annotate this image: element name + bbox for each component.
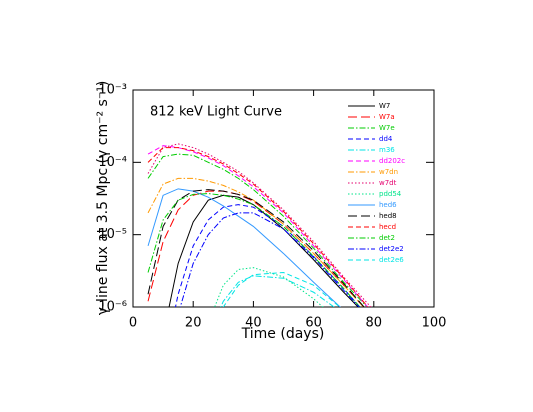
legend-label: dd4 bbox=[379, 135, 393, 143]
legend-label: dd202c bbox=[379, 157, 405, 165]
lines bbox=[147, 143, 372, 307]
series-line bbox=[147, 188, 341, 307]
legend-label: det2e6 bbox=[379, 256, 404, 264]
legend-label: w7dn bbox=[379, 168, 398, 176]
y-axis-label: γ-line flux at 3.5 Mpc (γ cm⁻² s⁻¹) bbox=[95, 81, 111, 316]
plot-frame bbox=[132, 89, 435, 308]
y-tick-label: 10⁻³ bbox=[98, 83, 127, 98]
series-line bbox=[147, 189, 365, 307]
x-tick-label: 20 bbox=[185, 316, 202, 331]
series-line bbox=[168, 194, 359, 307]
series-line bbox=[214, 267, 324, 307]
x-tick-label: 0 bbox=[129, 316, 137, 331]
series-line bbox=[147, 193, 361, 307]
x-tick-label: 100 bbox=[422, 316, 447, 331]
y-tick-label: 10⁻⁵ bbox=[98, 227, 127, 242]
x-axis-label: Time (days) bbox=[241, 326, 325, 342]
x-tick-label: 60 bbox=[305, 316, 322, 331]
y-tick-label: 10⁻⁴ bbox=[98, 155, 127, 170]
series-line bbox=[147, 177, 365, 307]
x-tick-label: 40 bbox=[245, 316, 262, 331]
series-line bbox=[147, 145, 369, 307]
legend-label: det2e2 bbox=[379, 245, 404, 253]
legend-label: hed6 bbox=[379, 201, 397, 209]
legend-label: W7a bbox=[379, 113, 395, 121]
series-line bbox=[174, 204, 361, 307]
series-line bbox=[147, 153, 368, 307]
legend-label: hed8 bbox=[379, 212, 397, 220]
legend-label: W7 bbox=[379, 102, 390, 110]
legend-label: m36 bbox=[379, 146, 395, 154]
series-line bbox=[147, 143, 372, 307]
legend-label: pdd54 bbox=[379, 190, 402, 198]
series-line bbox=[220, 275, 335, 307]
annotation: 812 keV Light Curve bbox=[150, 105, 282, 120]
series-line bbox=[179, 212, 360, 307]
y-tick-label: 10⁻⁶ bbox=[98, 300, 127, 315]
legend-label: W7e bbox=[379, 124, 395, 132]
x-tick-label: 80 bbox=[366, 316, 383, 331]
legend-label: hecd bbox=[379, 223, 396, 231]
legend-label: w7dt bbox=[379, 179, 397, 187]
legend-label: det2 bbox=[379, 234, 395, 242]
series-line bbox=[147, 147, 369, 307]
series-line bbox=[222, 271, 341, 307]
